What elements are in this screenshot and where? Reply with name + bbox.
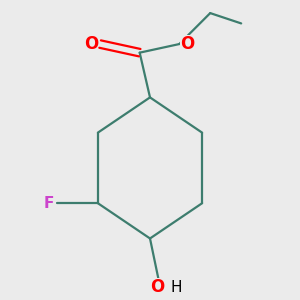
Text: O: O [180, 35, 194, 53]
Text: F: F [44, 196, 54, 211]
Text: H: H [170, 280, 182, 295]
Text: O: O [84, 35, 98, 53]
Text: O: O [150, 278, 164, 296]
